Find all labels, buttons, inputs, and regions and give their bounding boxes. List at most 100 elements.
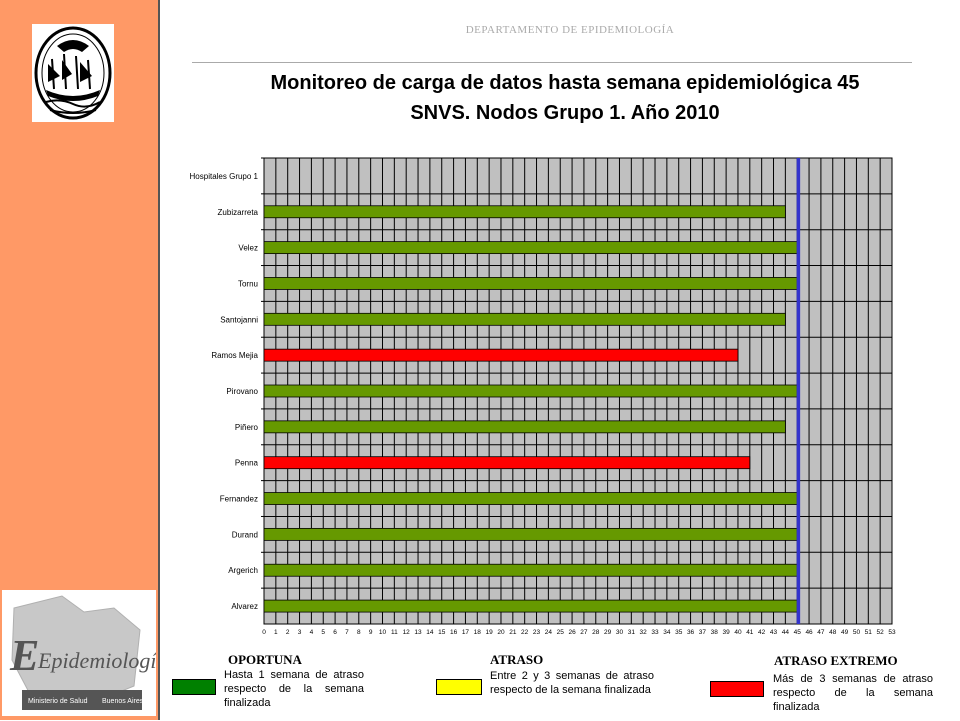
bar-pi-ero (263, 420, 786, 434)
x-tick-label: 22 (521, 629, 529, 636)
x-tick-label: 43 (770, 629, 778, 636)
x-tick-label: 14 (426, 629, 434, 636)
x-tick-label: 26 (568, 629, 576, 636)
x-tick-label: 19 (486, 629, 494, 636)
x-tick-label: 47 (817, 629, 825, 636)
x-tick-label: 24 (545, 629, 553, 636)
x-tick-label: 48 (829, 629, 837, 636)
x-tick-label: 32 (640, 629, 648, 636)
bar-fernandez (263, 492, 798, 505)
x-tick-label: 13 (414, 629, 422, 636)
legend-desc-atraso: Entre 2 y 3 semanas de atraso respecto d… (490, 670, 654, 696)
x-tick-label: 44 (782, 629, 790, 636)
bar-ramos-mejia (263, 348, 739, 362)
x-tick-label: 42 (758, 629, 766, 636)
title-line-1: Monitoreo de carga de datos hasta semana… (270, 72, 860, 94)
monitoring-bar-chart: Hospitales Grupo 1 Zubizarreta Velez Tornu S… (190, 157, 896, 636)
legend-desc-atraso-extremo: Más de 3 semanas de atraso respecto de l… (773, 673, 933, 713)
x-tick-label: 50 (853, 629, 861, 636)
x-tick-label: 11 (391, 629, 398, 636)
x-tick-label: 9 (369, 629, 373, 636)
epidemiologia-initial: E (9, 631, 39, 680)
x-tick-label: 4 (310, 629, 314, 636)
category-label: Zubizarreta (218, 208, 259, 217)
bar-pirovano (263, 384, 798, 398)
x-tick-label: 23 (533, 629, 541, 636)
x-tick-label: 20 (497, 629, 505, 636)
department-header: DEPARTAMENTO DE EPIDEMIOLOGÍA (465, 24, 675, 36)
category-label: Hospitales Grupo 1 (190, 172, 259, 181)
x-tick-label: 0 (262, 629, 266, 636)
category-label: Tornu (238, 279, 258, 288)
x-tick-label: 30 (616, 629, 624, 636)
x-tick-label: 36 (687, 629, 695, 636)
x-tick-label: 21 (509, 629, 517, 636)
x-tick-label: 37 (699, 629, 707, 636)
x-tick-label: 5 (321, 629, 325, 636)
category-label: Fernandez (220, 495, 258, 504)
bar-argerich (263, 563, 798, 577)
epidemiologia-wordmark: Epidemiología (37, 648, 156, 673)
x-tick-label: 39 (722, 629, 730, 636)
bar-zubizarreta (263, 205, 786, 219)
x-tick-label: 25 (557, 629, 565, 636)
legend-swatch-oportuna (172, 679, 216, 695)
x-tick-label: 52 (877, 629, 885, 636)
category-label: Alvarez (231, 602, 258, 611)
x-tick-label: 18 (474, 629, 482, 636)
legend-title-oportuna: OPORTUNA (228, 652, 302, 667)
x-tick-label: 1 (274, 629, 278, 636)
category-label: Argerich (228, 566, 258, 575)
category-label: Pirovano (226, 387, 258, 396)
legend-desc-oportuna: Hasta 1 semana de atraso respecto de la … (224, 669, 364, 709)
page-title: Monitoreo de carga de datos hasta semana… (170, 68, 960, 128)
x-tick-label: 8 (357, 629, 361, 636)
bar-penna (263, 456, 751, 470)
x-tick-label: 41 (746, 629, 754, 636)
x-tick-label: 49 (841, 629, 849, 636)
category-label: Piñero (235, 423, 259, 432)
ministry-text: Ministerio de Salud (28, 698, 88, 705)
x-tick-label: 3 (298, 629, 302, 636)
header-divider (192, 62, 912, 63)
x-tick-label: 35 (675, 629, 683, 636)
x-tick-label: 16 (450, 629, 458, 636)
x-tick-label: 15 (438, 629, 446, 636)
x-tick-label: 2 (286, 629, 290, 636)
category-label: Santojanni (220, 315, 258, 324)
x-tick-label: 34 (663, 629, 671, 636)
x-tick-label: 51 (865, 629, 873, 636)
legend-swatch-atraso (436, 679, 482, 695)
category-label: Velez (238, 244, 258, 253)
x-tick-label: 40 (734, 629, 742, 636)
bar-tornu (263, 277, 798, 290)
x-tick-label: 46 (805, 629, 813, 636)
city-text: Buenos Aires (102, 698, 144, 705)
city-seal-logo (32, 24, 114, 122)
legend-swatch-atraso-extremo (710, 681, 764, 697)
x-tick-label: 33 (651, 629, 659, 636)
bar-santojanni (263, 312, 786, 326)
x-tick-label: 6 (333, 629, 337, 636)
x-tick-label: 7 (345, 629, 349, 636)
x-tick-label: 28 (592, 629, 600, 636)
bar-velez (263, 241, 798, 255)
category-label: Penna (235, 459, 259, 468)
x-tick-label: 29 (604, 629, 612, 636)
x-tick-label: 10 (379, 629, 387, 636)
category-label: Durand (232, 530, 258, 539)
legend-title-atraso: ATRASO (490, 652, 544, 667)
x-tick-label: 45 (794, 629, 802, 636)
x-tick-label: 31 (628, 629, 636, 636)
category-label: Ramos Mejia (211, 351, 258, 360)
bar-alvarez (263, 599, 798, 613)
x-tick-label: 17 (462, 629, 470, 636)
x-tick-label: 38 (711, 629, 719, 636)
legend-title-atraso-extremo: ATRASO EXTREMO (774, 653, 898, 668)
x-tick-label: 27 (580, 629, 588, 636)
sidebar: E Epidemiología Ministerio de Salud Buen… (0, 0, 168, 720)
x-tick-label: 12 (403, 629, 411, 636)
title-line-2: SNVS. Nodos Grupo 1. Año 2010 (410, 102, 720, 124)
epidemiologia-logo: E Epidemiología Ministerio de Salud Buen… (2, 590, 168, 716)
bar-durand (263, 527, 798, 541)
